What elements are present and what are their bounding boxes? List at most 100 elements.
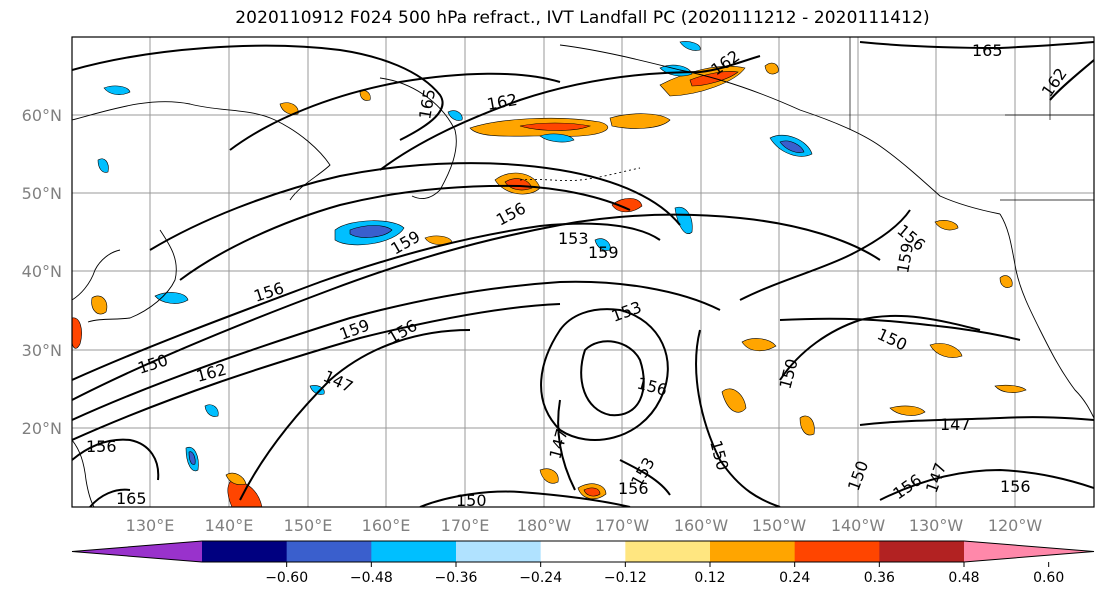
colorbar-cell — [202, 541, 288, 562]
contour-153-center — [619, 459, 671, 496]
contour-156-east — [779, 317, 1021, 341]
lat-axis: 60°N 50°N 40°N 30°N 20°N — [22, 106, 62, 438]
colorbar-outline — [71, 540, 1095, 563]
contour-label: 165 — [972, 41, 1003, 60]
contour-156-jet-1 — [72, 213, 881, 401]
colorbar-tick-label: −0.48 — [350, 570, 393, 586]
contour-label: 159 — [588, 243, 619, 262]
lon-label: 160°E — [362, 516, 411, 535]
coast-taiwan — [72, 439, 95, 507]
lon-label: 130°E — [126, 516, 175, 535]
contour-156-sw — [72, 438, 160, 481]
neg-patch-kuril-2 — [349, 225, 393, 238]
colorbar-cell — [540, 541, 626, 562]
colorbar-cell — [625, 541, 711, 562]
contour-147-center — [557, 399, 576, 491]
contour-162-ne — [1049, 59, 1094, 101]
lon-label: 150°W — [752, 516, 807, 535]
contour-label: 156 — [618, 479, 649, 498]
colorbar-tick-label: 0.48 — [948, 570, 979, 586]
neg-patch-misc-1 — [309, 385, 325, 395]
lat-label: 30°N — [22, 341, 62, 360]
colorbar-extend-high — [964, 541, 1094, 562]
pos-patch-japan — [91, 295, 108, 315]
contour-159-east — [739, 209, 911, 301]
map-panel — [71, 36, 1095, 508]
lon-label: 160°W — [674, 516, 729, 535]
neg-patch-bering-2 — [539, 133, 575, 143]
lon-label: 170°W — [595, 516, 650, 535]
pos-patch-central-2 — [583, 487, 601, 497]
colorbar-tick-label: −0.12 — [604, 570, 647, 586]
colorbar-cell — [879, 541, 965, 562]
pos-patch-misc-3 — [764, 62, 779, 75]
coast-korea-china — [72, 249, 121, 301]
lon-label: 130°W — [909, 516, 964, 535]
pos-patch-alaska-se-2 — [689, 71, 739, 87]
map-background — [72, 37, 1094, 507]
neg-patch-japan-n — [154, 292, 189, 304]
colorbar-cells — [71, 540, 1095, 563]
coast-kamchatka — [379, 77, 457, 199]
neg-patch-misc-2 — [679, 41, 701, 51]
colorbar-tick-label: 0.24 — [779, 570, 810, 586]
colorbar-extend-low — [72, 541, 202, 562]
pos-patch-east-1 — [721, 388, 747, 413]
lon-label: 180°W — [517, 516, 572, 535]
graticule — [72, 37, 1094, 507]
pos-patch-east-3 — [799, 415, 815, 436]
contour-label: 165 — [116, 489, 147, 508]
pos-patch-misc-2 — [279, 102, 299, 115]
pos-patch-misc-5 — [934, 220, 959, 231]
ivt-shading — [72, 41, 1027, 507]
lon-axis: 130°E 140°E 150°E 160°E 170°E 180°W 170°… — [126, 516, 1043, 535]
lon-label: 170°E — [441, 516, 490, 535]
contour-159-nw — [179, 184, 631, 281]
coast-na-west — [999, 213, 1094, 419]
pos-patch-east-5 — [929, 343, 963, 358]
neg-patch-alaska-2 — [779, 140, 805, 153]
colorbar-cell — [371, 541, 457, 562]
colorbar-tick-label: −0.24 — [519, 570, 562, 586]
colorbar-cell — [456, 541, 542, 562]
contour-162-b — [379, 55, 761, 171]
colorbar-tick-label: 0.36 — [864, 570, 895, 586]
colorbar-tick-label: −0.60 — [265, 570, 308, 586]
neg-patch-okhotsk — [103, 85, 131, 95]
colorbar-cell — [794, 541, 880, 562]
pos-patch-east-2 — [741, 338, 777, 352]
coast-aleutians — [519, 167, 641, 182]
lat-label: 40°N — [22, 262, 62, 281]
coast-asia-north — [72, 101, 331, 201]
contour-150-south — [419, 490, 631, 507]
lon-label: 140°E — [205, 516, 254, 535]
contour-label: 153 — [558, 229, 589, 248]
contour-153-cutoff — [580, 340, 645, 417]
contour-label: 156 — [1000, 477, 1031, 496]
contour-156-north — [149, 162, 681, 251]
contour-156-se — [879, 468, 1094, 501]
neg-patch-sakhalin — [97, 158, 109, 173]
colorbar-cell — [710, 541, 796, 562]
neg-patch-phil-2 — [188, 451, 196, 465]
neg-patch-central — [594, 238, 611, 251]
contour-156-cutoff — [540, 308, 669, 441]
colorbar-tick-label: 0.12 — [694, 570, 725, 586]
lat-label: 20°N — [22, 419, 62, 438]
coast-japan — [87, 229, 177, 323]
colorbar: −0.60 −0.48 −0.36 −0.24 −0.12 0.12 0.24 0.36 0.4… — [71, 540, 1095, 586]
lat-label: 60°N — [22, 106, 62, 125]
contour-147-east — [859, 416, 1094, 426]
pos-patch-east-4 — [889, 405, 926, 416]
lon-label: 140°W — [831, 516, 886, 535]
contour-165-north — [72, 44, 444, 141]
pos-patch-east-8 — [539, 468, 559, 484]
pos-patch-phil-sea-2 — [225, 472, 247, 486]
pos-patch-aleutian — [611, 198, 643, 213]
neg-patch-misc-3 — [447, 110, 463, 121]
pos-patch-gulf-alaska-2 — [519, 122, 592, 131]
contour-label: 147 — [940, 415, 971, 434]
refractivity-contours — [72, 41, 1094, 507]
pos-patch-bering-1 — [609, 113, 671, 129]
contour-165-sw — [89, 488, 131, 507]
